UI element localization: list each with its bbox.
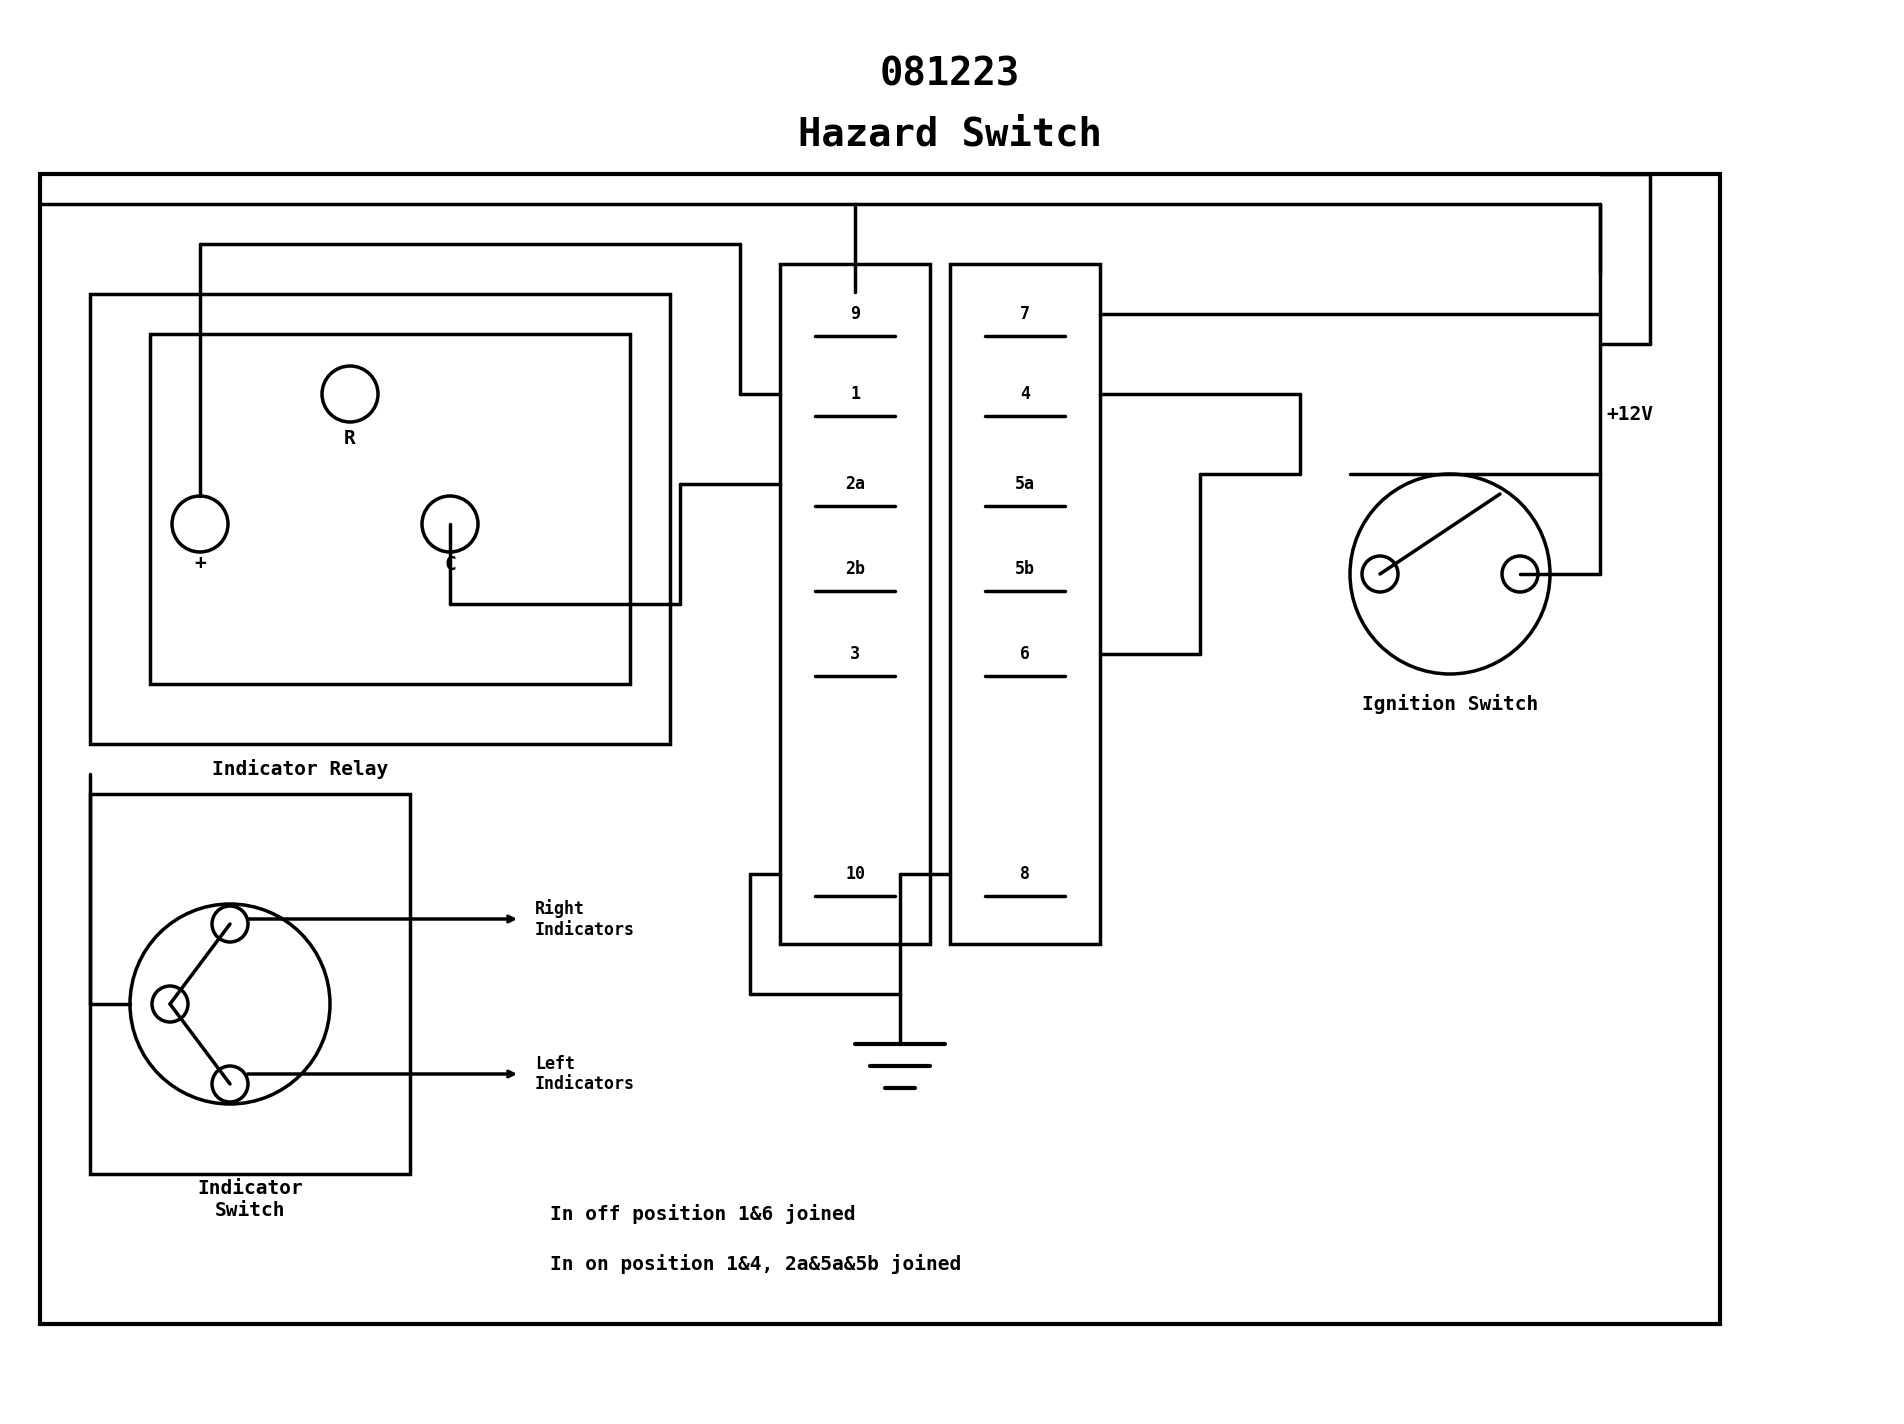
Bar [150, 335, 630, 684]
Text: 081223: 081223 [880, 56, 1021, 93]
Text: 7: 7 [1021, 305, 1030, 323]
Bar [950, 263, 1101, 944]
Text: +: + [194, 554, 206, 574]
Bar [89, 795, 409, 1173]
Text: Indicator
Switch: Indicator Switch [198, 1179, 303, 1219]
Text: 4: 4 [1021, 384, 1030, 403]
Text: R: R [345, 430, 356, 449]
Text: 2b: 2b [845, 560, 864, 578]
Text: In off position 1&6 joined: In off position 1&6 joined [550, 1205, 855, 1225]
Bar [781, 263, 929, 944]
Text: Right
Indicators: Right Indicators [535, 899, 636, 938]
Bar [40, 174, 1719, 1324]
Text: 3: 3 [849, 645, 861, 664]
Text: Hazard Switch: Hazard Switch [798, 115, 1102, 152]
Bar [89, 293, 670, 743]
Text: +12V: +12V [1607, 404, 1653, 423]
Text: 9: 9 [849, 305, 861, 323]
Text: 6: 6 [1021, 645, 1030, 664]
Text: Indicator Relay: Indicator Relay [211, 759, 388, 779]
Text: 8: 8 [1021, 864, 1030, 883]
Text: 2a: 2a [845, 476, 864, 493]
Text: C: C [444, 554, 455, 574]
Text: 5a: 5a [1015, 476, 1036, 493]
Text: Left
Indicators: Left Indicators [535, 1055, 636, 1094]
Text: 1: 1 [849, 384, 861, 403]
Text: 10: 10 [845, 864, 864, 883]
Text: In on position 1&4, 2a&5a&5b joined: In on position 1&4, 2a&5a&5b joined [550, 1255, 962, 1274]
Text: 5b: 5b [1015, 560, 1036, 578]
Text: Ignition Switch: Ignition Switch [1361, 693, 1538, 713]
